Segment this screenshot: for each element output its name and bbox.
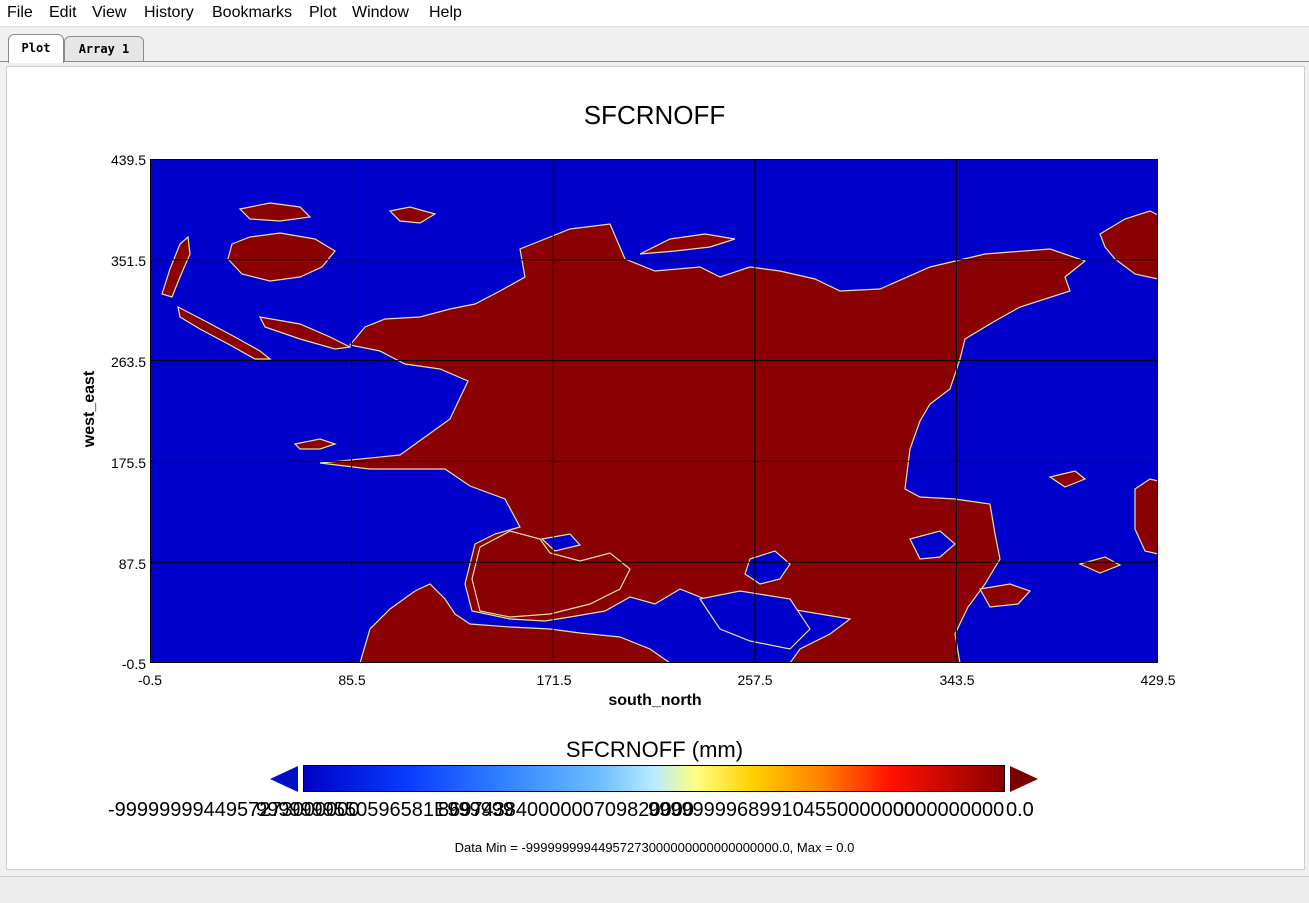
heatmap-region-island-sw-arc [177,305,272,360]
menu-file[interactable]: File [7,4,33,21]
colorbar-label: 0000000000 [893,799,1005,821]
colorbar-low-arrow [270,766,298,792]
status-bar [0,876,1309,903]
y-axis-label: west_east [81,370,98,448]
heatmap-region-island-east-small [979,583,1032,608]
heatmap-region-island-left-strip [161,235,191,298]
y-tick-label: 175.5 [110,455,146,471]
colorbar [303,765,1005,792]
x-tick-label: 343.5 [939,672,975,688]
heatmap-region-island-small-a [293,438,337,450]
heatmap-region-island-east-small-b [1048,470,1087,488]
heatmap-region-island-upper-left [227,232,336,282]
heatmap-region-island-mid-left [258,316,353,350]
colorbar-label: 0.0 [1006,799,1034,821]
tab-divider [0,61,1309,62]
heatmap-region-lower-center [471,530,631,618]
colorbar-high-arrow [1010,766,1038,792]
heatmap-region-island-small-b [388,206,437,224]
menu-bar: File Edit View History Bookmarks Plot Wi… [0,0,1309,27]
colorbar-label: 9999999550596581E999999 [256,799,515,821]
x-axis-label: south_north [608,692,702,709]
heatmap-region-island-top [238,202,312,222]
plot-title: SFCRNOFF [583,100,726,130]
menu-plot[interactable]: Plot [309,4,337,21]
x-tick-label: 171.5 [536,672,572,688]
heatmap-region-bay-small [540,533,582,552]
heatmap-region-island-east-small-c [1078,556,1122,574]
y-tick-label: 87.5 [118,556,146,572]
data-min-max-info: Data Min = -9999999994495727300000000000… [454,840,855,855]
menu-window[interactable]: Window [352,4,409,21]
heatmap-gridlines [150,159,1158,663]
menu-help[interactable]: Help [429,4,462,21]
heatmap-region-inner-lake [744,550,791,585]
heatmap-plot-area[interactable] [150,159,1158,663]
menu-bookmarks[interactable]: Bookmarks [212,4,293,21]
y-tick-label: -0.5 [121,656,146,672]
tab-array-1[interactable]: Array 1 [64,36,144,61]
colorbar-title: SFCRNOFF (mm) [565,737,744,762]
colorbar-label: 999999996899104550000000 [648,799,915,821]
y-tick-label: 263.5 [110,354,146,370]
tab-plot[interactable]: Plot [8,34,64,63]
colorbar-label: 86974384000000709820000 [438,799,694,821]
colorbar-labels: -9999999944957273000000 9999999550596581… [108,798,1068,822]
x-tick-label: 257.5 [737,672,773,688]
menu-edit[interactable]: Edit [49,4,77,21]
heatmap-region-lower-left [359,583,672,663]
menu-view[interactable]: View [92,4,127,21]
heatmap-region-north-arc [639,233,736,255]
heatmap-region-bay-east [909,530,956,560]
tab-strip [0,27,1309,63]
menu-history[interactable]: History [144,4,194,21]
heatmap-region-island-east-mid [1134,478,1158,555]
x-tick-label: -0.5 [137,672,163,688]
y-tick-label: 439.5 [110,152,146,168]
x-tick-label: 85.5 [338,672,366,688]
colorbar-label: -9999999944957273000000 [108,799,360,821]
x-tick-label: 429.5 [1140,672,1176,688]
heatmap-region-island-east-top [1099,210,1158,280]
heatmap-svg [150,159,1158,663]
y-tick-label: 351.5 [110,253,146,269]
